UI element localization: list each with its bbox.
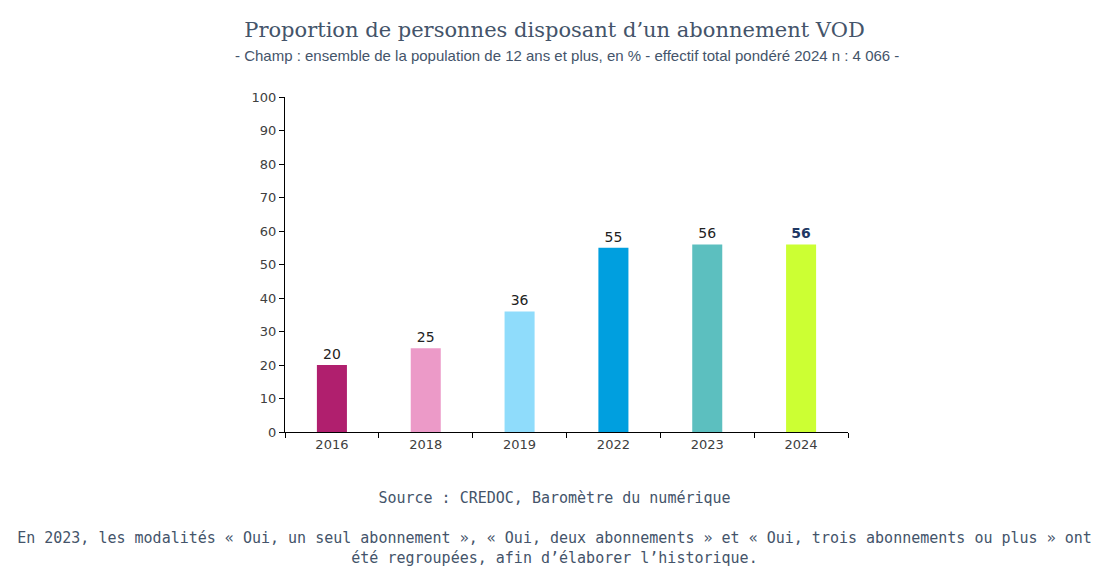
- svg-text:70: 70: [260, 190, 277, 205]
- svg-text:2018: 2018: [409, 437, 442, 452]
- svg-text:90: 90: [260, 123, 277, 138]
- html-text:Source : CREDOC, Baromètre du: Source : CREDOC, Baromètre du numérique: [378, 489, 731, 507]
- svg-text:2023: 2023: [691, 437, 724, 452]
- html-text:En 2023, les modalités « Oui,: En 2023, les modalités « Oui, un seul ab…: [17, 529, 1092, 567]
- svg-text:2019: 2019: [503, 437, 536, 452]
- svg-text:60: 60: [260, 224, 277, 239]
- svg-text:80: 80: [260, 157, 277, 172]
- svg-text:55: 55: [605, 229, 623, 245]
- svg-text:0: 0: [268, 425, 276, 440]
- svg-text:40: 40: [260, 291, 277, 306]
- svg-text:30: 30: [260, 324, 277, 339]
- svg-text:36: 36: [511, 292, 529, 308]
- svg-text:2016: 2016: [315, 437, 348, 452]
- svg-text:20: 20: [260, 358, 277, 373]
- svg-text:25: 25: [417, 329, 435, 345]
- svg-text:- Champ : ensemble de la popul: - Champ : ensemble de la population de 1…: [235, 47, 899, 64]
- svg-text:20: 20: [323, 346, 341, 362]
- svg-text:100: 100: [252, 90, 277, 105]
- svg-text:2024: 2024: [785, 437, 818, 452]
- svg-text:Proportion de personnes dispos: Proportion de personnes disposant d’un a…: [244, 18, 864, 42]
- svg-text:2022: 2022: [597, 437, 630, 452]
- svg-text:50: 50: [260, 257, 277, 272]
- svg-text:56: 56: [698, 225, 716, 241]
- svg-text:10: 10: [260, 391, 277, 406]
- svg-text:56: 56: [791, 225, 810, 241]
